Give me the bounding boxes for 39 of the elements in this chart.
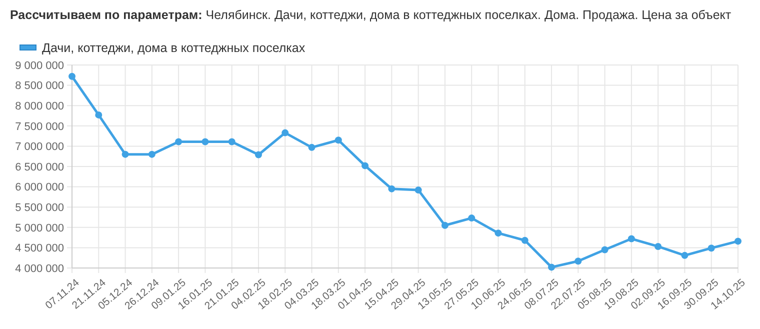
point (521, 236, 528, 244)
point (734, 238, 742, 245)
point (122, 150, 129, 158)
point (708, 244, 715, 252)
point (601, 246, 608, 254)
point (228, 138, 236, 146)
y-tick-label: 8 000 000 (15, 100, 64, 112)
y-tick-label: 4 000 000 (15, 262, 64, 275)
point (282, 129, 289, 136)
y-tick-label: 6 000 000 (15, 182, 64, 194)
point (441, 222, 448, 229)
chart-title: Рассчитываем по параметрам: Челябинск. Дачи, коттеджи, дома в коттеджных поселках. Дома. Продажа. Цена за объект (10, 8, 732, 22)
point (494, 230, 502, 237)
point (362, 162, 369, 170)
y-tick-label: 8 500 000 (15, 80, 64, 92)
point (254, 151, 262, 158)
point (95, 111, 102, 118)
y-tick-label: 5 500 000 (15, 202, 64, 214)
point (175, 138, 182, 146)
point (68, 72, 76, 80)
point (628, 235, 635, 242)
y-tick-label: 4 500 000 (15, 242, 64, 255)
point (148, 150, 156, 158)
point (681, 252, 688, 259)
point (468, 214, 476, 222)
point (388, 185, 396, 192)
point (414, 186, 422, 194)
legend-label: Дачи, коттеджи, дома в коттеджных поселках (42, 41, 306, 55)
point (308, 144, 316, 151)
y-tick-label: 7 500 000 (15, 120, 64, 133)
point (574, 258, 582, 265)
point (334, 136, 342, 144)
y-tick-label: 5 000 000 (15, 222, 64, 234)
point (654, 242, 662, 250)
point (548, 264, 556, 271)
y-tick-label: 7 000 000 (15, 141, 64, 154)
y-tick-label: 9 000 000 (15, 60, 64, 72)
point (202, 138, 209, 146)
y-tick-label: 6 500 000 (15, 161, 64, 174)
